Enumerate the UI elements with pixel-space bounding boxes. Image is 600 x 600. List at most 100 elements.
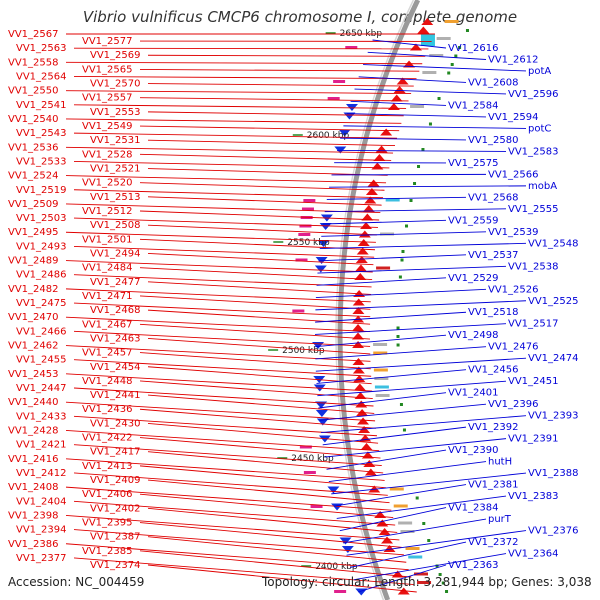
right-leader-line [326, 449, 447, 470]
right-gene-label: VV1_2396 [488, 399, 539, 410]
left-leader-line [147, 54, 426, 57]
right-gene-label: VV1_2526 [488, 284, 539, 295]
right-leader-line [322, 426, 467, 446]
feature-dot [428, 122, 432, 126]
left-gene-label: VV1_2477 [90, 277, 141, 288]
left-gene-label: VV1_2471 [82, 291, 133, 302]
right-gene-label: VV1_2390 [448, 445, 499, 456]
left-gene-label: VV1_2565 [82, 64, 133, 75]
left-leader-line [65, 401, 376, 422]
left-gene-label: VV1_2550 [8, 86, 59, 97]
reverse-gene-arrow [327, 486, 340, 494]
right-gene-label: VV1_2596 [508, 89, 559, 100]
feature-dot [465, 29, 469, 32]
right-gene-label: purT [488, 514, 512, 525]
left-gene-label: VV1_2413 [82, 461, 133, 472]
right-gene-label: VV1_2393 [528, 411, 579, 422]
left-leader-line [73, 359, 372, 377]
reverse-gene-arrow [314, 265, 327, 273]
left-gene-label: VV1_2495 [8, 227, 59, 238]
left-leader-line [65, 260, 373, 273]
forward-gene-arrow [390, 94, 403, 102]
right-gene-label: mobA [528, 181, 557, 192]
left-label-layer: VV1_2567 VV1_2577 VV1_2563 VV1_2569 VV1_2558… [8, 29, 435, 593]
left-leader-line [139, 153, 392, 161]
right-gene-label: VV1_2384 [448, 503, 499, 514]
left-leader-line [147, 422, 379, 444]
right-leader-line [331, 472, 527, 495]
right-leader-line [358, 76, 467, 83]
left-leader-line [65, 90, 412, 94]
feature-dot [396, 326, 400, 330]
left-gene-label: VV1_2493 [16, 241, 67, 252]
tick-label: 2400 kbp [315, 562, 358, 572]
tick-label: 2550 kbp [287, 238, 330, 248]
right-leader-line [340, 137, 467, 141]
left-gene-label: VV1_2570 [90, 79, 141, 90]
right-gene-label: VV1_2575 [448, 158, 499, 169]
feature-dot [398, 275, 402, 279]
right-gene-label: VV1_2612 [488, 54, 539, 65]
right-gene-label: VV1_2372 [468, 537, 519, 548]
left-gene-label: VV1_2494 [90, 248, 141, 259]
left-leader-line [73, 245, 375, 258]
left-leader-line [65, 118, 402, 124]
reverse-gene-arrow [315, 410, 328, 417]
left-gene-label: VV1_2557 [82, 93, 133, 104]
left-leader-line [139, 97, 409, 102]
reverse-gene-arrow [343, 112, 356, 120]
left-gene-label: VV1_2520 [82, 178, 133, 189]
right-leader-line [354, 553, 507, 581]
right-gene-label: VV1_2608 [468, 77, 519, 88]
forward-gene-arrow [373, 154, 386, 161]
right-gene-label: VV1_2529 [448, 273, 499, 284]
left-leader-line [139, 352, 371, 370]
forward-gene-arrow [396, 77, 409, 85]
left-gene-label: VV1_2395 [82, 518, 133, 529]
right-gene-label: VV1_2518 [468, 307, 519, 318]
right-gene-label: potC [528, 123, 551, 134]
feature-block [405, 547, 420, 550]
feature-block [400, 530, 415, 533]
chromosome-backbone [337, 0, 421, 600]
right-leader-line [350, 100, 447, 106]
left-leader-line [147, 139, 396, 147]
feature-dot [399, 403, 403, 406]
right-gene-label: VV1_2383 [508, 491, 559, 502]
forward-gene-arrow [358, 426, 371, 433]
left-gene-label: VV1_2430 [90, 418, 141, 429]
left-gene-label: VV1_2394 [16, 525, 67, 536]
left-gene-label: VV1_2512 [82, 206, 133, 217]
right-leader-line [363, 64, 527, 72]
right-leader-line [315, 311, 467, 323]
forward-gene-arrow [356, 247, 369, 255]
feature-dot [438, 573, 442, 576]
left-leader-line [139, 210, 380, 221]
left-gene-label: VV1_2541 [16, 100, 67, 111]
right-leader-line [331, 173, 487, 176]
tick-label: 2500 kbp [282, 346, 325, 356]
left-leader-line [65, 514, 400, 541]
left-leader-line [65, 458, 385, 481]
left-gene-label: VV1_2417 [90, 447, 141, 458]
left-leader-line [65, 175, 387, 184]
feature-block [410, 105, 425, 108]
left-leader-line [73, 302, 371, 318]
right-leader-line [354, 88, 507, 95]
left-gene-label: VV1_2428 [8, 425, 59, 436]
left-leader-line [65, 231, 376, 243]
feature-block [417, 581, 432, 584]
left-leader-line [139, 408, 377, 429]
forward-gene-arrow [353, 375, 366, 382]
right-leader-line [321, 231, 487, 237]
left-gene-label: VV1_2422 [82, 433, 133, 444]
forward-gene-arrow [355, 256, 368, 263]
left-gene-label: VV1_2531 [90, 135, 141, 146]
left-leader-line [139, 323, 371, 340]
feature-block [303, 199, 316, 202]
feature-block [389, 487, 404, 491]
left-gene-label: VV1_2385 [82, 546, 133, 557]
left-leader-line [147, 309, 371, 325]
right-gene-label: potA [528, 66, 551, 77]
left-gene-label: VV1_2433 [16, 411, 67, 422]
